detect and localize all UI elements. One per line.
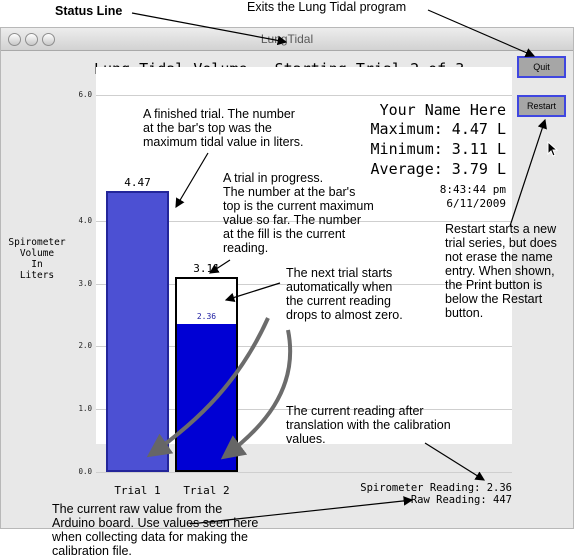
quit-button[interactable]: Quit: [517, 56, 566, 78]
annotation-line: the current reading: [286, 294, 391, 308]
gridline: [96, 346, 512, 348]
annotation-line: entry. When shown,: [445, 264, 555, 278]
y-axis-label-line: Spirometer: [8, 237, 66, 248]
user-name: Your Name Here: [379, 101, 506, 119]
y-tick-label: 3.0: [78, 278, 92, 288]
y-axis-label-line: Liters: [19, 270, 55, 281]
annotation-line: The current raw value from the: [52, 502, 223, 516]
annotation-line: not erase the name: [445, 250, 553, 264]
quit-annotation: Exits the Lung Tidal program: [247, 0, 407, 14]
y-axis-label-line: In: [31, 259, 43, 270]
maximum-value: Maximum: 4.47 L: [370, 120, 506, 138]
annotation-line: The current reading after: [286, 404, 424, 418]
restart-arrow: [509, 118, 547, 227]
average-value: Average: 3.79 L: [370, 160, 506, 178]
next-trial-arrow: [224, 282, 281, 303]
y-axis-ticks: 0.0 1.0 2.0 3.0 4.0 6.0: [70, 0, 94, 555]
annotation-line: translation with the calibration: [286, 418, 451, 432]
annotation-line: reading.: [223, 241, 269, 255]
current-reading-arrow: [424, 442, 486, 481]
annotation-line: top is the current maximum: [223, 199, 374, 213]
raw-reading: Raw Reading: 447: [410, 494, 512, 506]
gridline: [96, 95, 512, 96]
y-axis-label: Spirometer Volume In Liters: [4, 237, 70, 281]
in-progress-arrow: [208, 259, 231, 274]
annotation-line: The next trial starts: [286, 266, 393, 280]
current-reading-annotation: The current reading after translation wi…: [286, 404, 451, 446]
y-axis-label-line: Volume: [19, 248, 55, 259]
restart-button[interactable]: Restart: [517, 95, 566, 117]
x-category-label: Trial 2: [183, 484, 230, 497]
annotation-line: below the Restart: [445, 292, 543, 306]
annotation-line: button.: [445, 306, 484, 320]
finished-trial-arrow: [175, 152, 209, 209]
annotation-line: at the fill is the current: [223, 227, 346, 241]
current-date: 6/11/2009: [446, 197, 506, 210]
annotation-line: value so far. The number: [223, 213, 362, 227]
zoom-window-icon[interactable]: [42, 33, 55, 46]
annotation-line: at the bar's top was the: [143, 121, 272, 135]
annotation-line: the Print button is: [445, 278, 543, 292]
gridline: [96, 409, 512, 411]
annotation-line: maximum tidal value in liters.: [143, 135, 304, 149]
y-tick-label: 2.0: [78, 341, 92, 351]
restart-annotation: Restart starts a new trial series, but d…: [445, 222, 557, 320]
gray-arrow-1: [146, 317, 270, 458]
annotation-line: drops to almost zero.: [286, 308, 403, 322]
y-tick-label: 6.0: [78, 90, 92, 99]
status-line-annotation: Status Line: [55, 4, 123, 18]
gridline: [96, 220, 512, 222]
finished-trial-annotation: A finished trial. The number at the bar'…: [143, 107, 303, 149]
annotation-line: Arduino board. Use values seen here: [52, 516, 259, 530]
annotation-line: Restart starts a new: [445, 222, 557, 236]
y-tick-label: 4.0: [78, 215, 92, 225]
annotation-line: The number at the bar's: [223, 185, 356, 199]
annotation-line: A trial in progress.: [223, 171, 324, 185]
status-line-arrow: [131, 12, 288, 46]
close-window-icon[interactable]: [8, 33, 21, 46]
in-progress-annotation: A trial in progress. The number at the b…: [223, 171, 374, 255]
quit-arrow: [427, 9, 536, 58]
bar-max-label: 4.47: [124, 176, 151, 190]
annotation-line: when collecting data for making the: [52, 530, 248, 544]
y-tick-label: 1.0: [78, 404, 92, 414]
bar-max-outline: [106, 191, 169, 472]
current-time: 8:43:44 pm: [439, 183, 506, 196]
raw-reading-arrow: [189, 496, 414, 525]
bar-current-label: 2.36: [196, 311, 217, 321]
minimize-window-icon[interactable]: [25, 33, 38, 46]
gridline: [96, 472, 512, 473]
spirometer-reading: Spirometer Reading: 2.36: [360, 482, 512, 494]
minimum-value: Minimum: 3.11 L: [370, 140, 506, 158]
annotation-line: trial series, but does: [445, 236, 557, 250]
gridline: [96, 283, 512, 285]
mouse-cursor-icon: [547, 141, 559, 157]
annotation-line: automatically when: [286, 280, 393, 294]
annotation-line: values.: [286, 432, 326, 446]
next-trial-annotation: The next trial starts automatically when…: [286, 266, 403, 322]
y-tick-label: 0.0: [78, 467, 92, 476]
annotation-line: A finished trial. The number: [143, 107, 295, 121]
gray-arrow-2: [220, 329, 293, 460]
x-category-label: Trial 1: [114, 484, 161, 497]
